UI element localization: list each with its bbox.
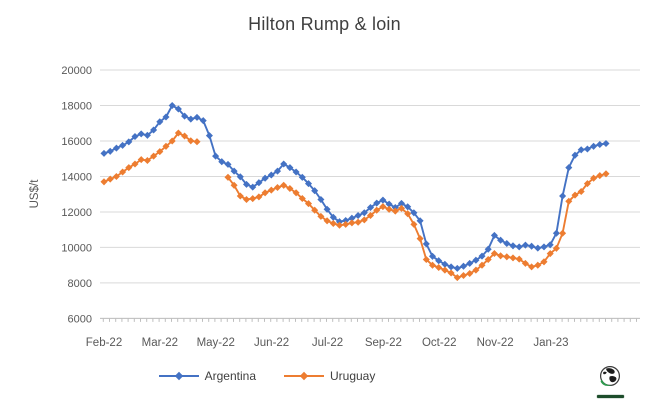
uruguay-line-marker-icon (284, 371, 324, 381)
argentina-line-marker-icon (158, 371, 199, 381)
x-axis-tick-labels: Feb-22 Mar-22 May-22 Jun-22 Jul-22 Sep-22 Oct-… (86, 337, 569, 349)
legend: Argentina Uruguay (0, 369, 532, 383)
series-argentina (100, 101, 610, 272)
legend-label-uruguay: Uruguay (330, 369, 376, 383)
y-tick-label: 20000 (61, 65, 92, 77)
x-tick-label: Nov-22 (477, 337, 514, 349)
series-markers (100, 101, 610, 272)
series-line (103, 104, 607, 270)
x-tick-label: Sep-22 (365, 337, 402, 349)
legend-label-argentina: Argentina (204, 369, 256, 383)
x-tick-label: Feb-22 (86, 337, 122, 349)
chart-title: Hilton Rump & loin (248, 14, 401, 34)
x-tick-label: Jan-23 (533, 337, 568, 349)
y-tick-label: 18000 (61, 100, 92, 112)
x-axis-ticks (102, 318, 637, 322)
legend-item-uruguay: Uruguay (282, 369, 375, 383)
y-tick-label: 12000 (61, 207, 92, 219)
logo-caption (596, 395, 624, 398)
x-tick-label: Jul-22 (312, 337, 343, 349)
y-tick-label: 8000 (68, 278, 92, 290)
y-tick-label: 10000 (61, 242, 92, 254)
globe-icon (600, 366, 620, 386)
x-tick-label: Mar-22 (142, 337, 178, 349)
x-tick-label: Jun-22 (254, 337, 289, 349)
x-tick-label: May-22 (197, 337, 235, 349)
y-tick-label: 16000 (61, 136, 92, 148)
series-line (103, 132, 607, 279)
y-tick-label: 14000 (61, 171, 92, 183)
series-uruguay (100, 129, 610, 282)
y-axis-tick-labels: 20000 18000 16000 14000 12000 10000 8000 6000 (61, 65, 92, 325)
x-tick-label: Oct-22 (422, 337, 457, 349)
publisher-logo (593, 365, 627, 398)
gridlines (100, 69, 640, 319)
series-markers (100, 129, 610, 282)
y-tick-label: 6000 (68, 313, 92, 325)
legend-item-argentina: Argentina (157, 369, 256, 383)
y-axis-title: US$/t (29, 179, 41, 209)
